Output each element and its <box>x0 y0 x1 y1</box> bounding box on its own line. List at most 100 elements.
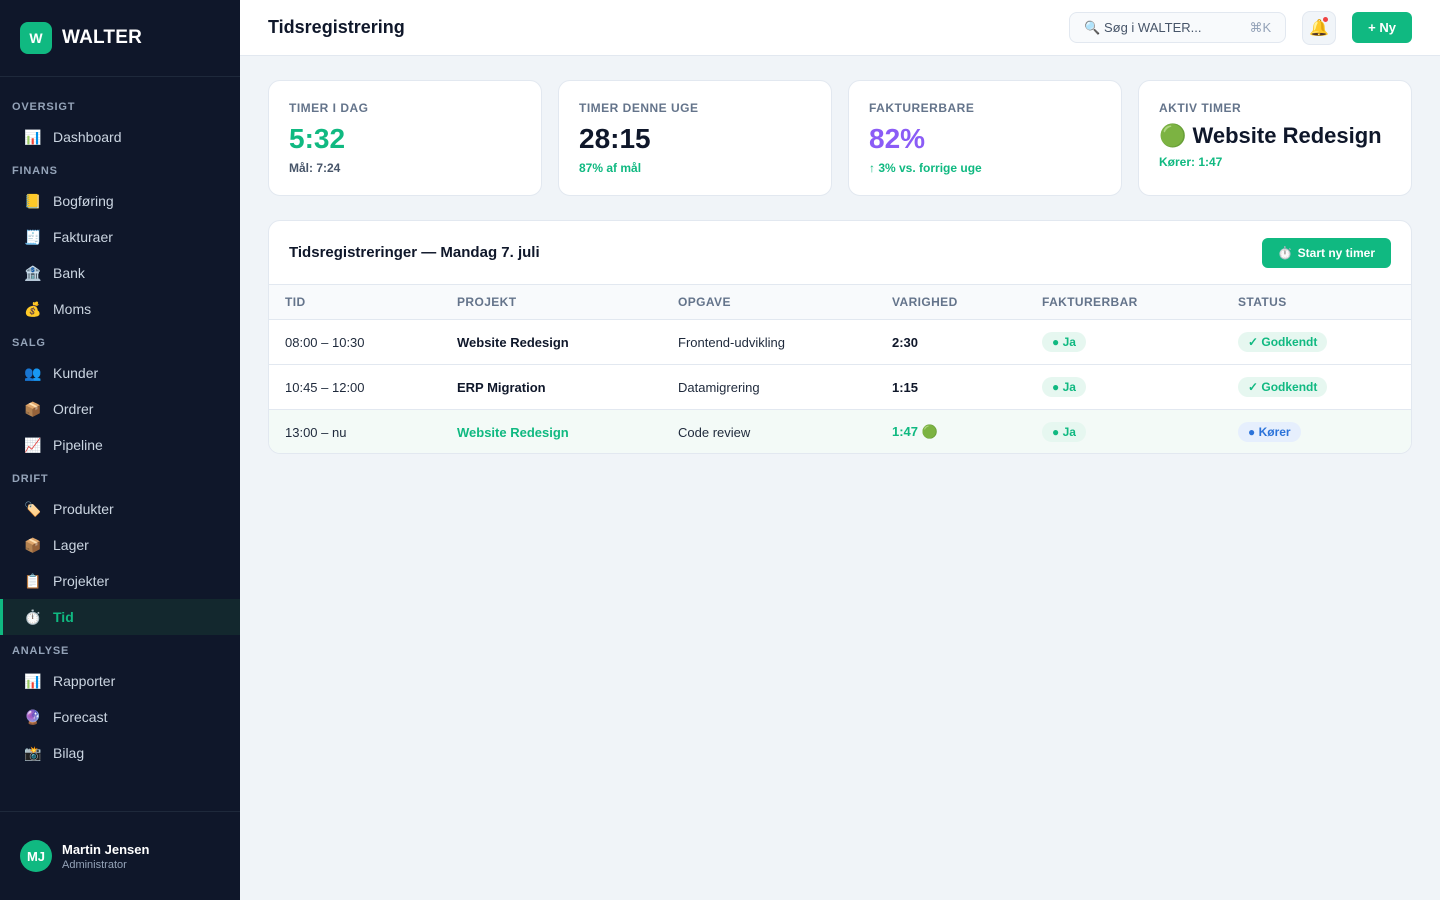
sidebar-nav: OVERSIGT 📊 Dashboard FINANS 📒 Bogføring 🧾 Faktu… <box>0 91 240 771</box>
avatar[interactable]: MJ <box>20 840 52 872</box>
column-header: VARIGHED <box>892 295 958 309</box>
panel-header: Tidsregistreringer — Mandag 7. juli ⏱️ S… <box>269 221 1411 284</box>
sidebar-item-projekter[interactable]: 📋 Projekter <box>0 563 240 599</box>
card-hours-today: TIMER I DAG 5:32 Mål: 7:24 <box>268 80 542 196</box>
fakturaer-icon: 🧾 <box>24 228 42 245</box>
cell-project[interactable]: ERP Migration <box>457 379 546 395</box>
sidebar-item-dashboard[interactable]: 📊 Dashboard <box>0 119 240 155</box>
sidebar-item-label: Moms <box>53 301 92 317</box>
pipeline-icon: 📈 <box>24 436 42 453</box>
sidebar-item-label: Forecast <box>53 709 108 725</box>
cell-project[interactable]: Website Redesign <box>457 334 569 350</box>
sidebar-item-label: Fakturaer <box>53 229 113 245</box>
sidebar-item-tid[interactable]: ⏱️ Tid <box>0 599 240 635</box>
search-input[interactable]: 🔍 Søg i WALTER... ⌘K <box>1069 12 1287 43</box>
new-button[interactable]: + Ny <box>1352 12 1412 43</box>
sidebar-item-produkter[interactable]: 🏷️ Produkter <box>0 491 240 527</box>
sidebar-item-bank[interactable]: 🏦 Bank <box>0 255 240 291</box>
brand-logo[interactable]: W <box>20 22 52 54</box>
sidebar-item-bilag[interactable]: 📸 Bilag <box>0 735 240 771</box>
sidebar-item-pipeline[interactable]: 📈 Pipeline <box>0 427 240 463</box>
cell-duration: 2:30 <box>892 334 919 350</box>
billable-badge: ● Ja <box>1042 377 1086 397</box>
projekter-icon: 📋 <box>24 572 42 589</box>
forecast-icon: 🔮 <box>24 708 42 725</box>
cell-task: Frontend-udvikling <box>678 334 785 350</box>
dashboard-icon: 📊 <box>24 128 42 145</box>
card-value: 🟢 Website Redesign <box>1159 123 1382 148</box>
cell-time: 08:00 – 10:30 <box>285 334 365 350</box>
card-active-timer: AKTIV TIMER 🟢 Website Redesign Kører: 1:47 <box>1138 80 1412 196</box>
header-actions: 🔍 Søg i WALTER... ⌘K 🔔 + Ny <box>1069 10 1412 45</box>
card-label: TIMER DENNE UGE <box>579 101 699 115</box>
time-entries-table: TID PROJEKT OPGAVE VARIGHED FAKTURERBAR STATU… <box>269 284 1411 453</box>
sidebar-item-label: Dashboard <box>53 129 122 145</box>
start-timer-button[interactable]: ⏱️ Start ny timer <box>1261 237 1391 268</box>
brand[interactable]: W WALTER <box>0 0 240 77</box>
table-body: 08:00 – 10:30 Website Redesign Frontend-ud… <box>269 320 1411 453</box>
status-badge: ✓ Godkendt <box>1238 332 1328 352</box>
sidebar-item-kunder[interactable]: 👥 Kunder <box>0 355 240 391</box>
bank-icon: 🏦 <box>24 264 42 281</box>
cell-status: ✓ Godkendt <box>1222 320 1411 365</box>
sidebar-item-fakturaer[interactable]: 🧾 Fakturaer <box>0 219 240 255</box>
produkter-icon: 🏷️ <box>24 500 42 517</box>
nav-section-title: ANALYSE <box>12 645 70 657</box>
nav-section-title: SALG <box>12 337 46 349</box>
card-label: AKTIV TIMER <box>1159 101 1242 115</box>
table-header: TID PROJEKT OPGAVE VARIGHED FAKTURERBAR STATU… <box>269 284 1411 320</box>
lager-icon: 📦 <box>24 536 42 553</box>
user-info: Martin Jensen Administrator <box>62 842 149 871</box>
sidebar-item-moms[interactable]: 💰 Moms <box>0 291 240 327</box>
notifications-button[interactable]: 🔔 <box>1302 10 1337 45</box>
sidebar-item-label: Pipeline <box>53 437 103 453</box>
notification-dot <box>1323 16 1329 22</box>
cell-project[interactable]: Website Redesign <box>457 424 569 440</box>
search-shortcut: ⌘K <box>1249 19 1272 35</box>
sidebar-item-forecast[interactable]: 🔮 Forecast <box>0 699 240 735</box>
sidebar-item-label: Produkter <box>53 501 114 517</box>
cell-duration: 1:15 <box>892 379 919 395</box>
brand-name[interactable]: WALTER <box>62 27 143 48</box>
ordrer-icon: 📦 <box>24 400 42 417</box>
table-row[interactable]: 08:00 – 10:30 Website Redesign Frontend-ud… <box>269 320 1411 365</box>
sidebar-item-label: Rapporter <box>53 673 116 689</box>
sidebar-item-label: Lager <box>53 537 89 553</box>
cell-task: Code review <box>678 424 751 440</box>
bell-icon: 🔔 <box>1309 19 1330 37</box>
tid-icon: ⏱️ <box>24 608 42 625</box>
rapporter-icon: 📊 <box>24 672 42 689</box>
sidebar-item-label: Ordrer <box>53 401 94 417</box>
header-row: TID PROJEKT OPGAVE VARIGHED FAKTURERBAR STATU… <box>269 284 1411 320</box>
moms-icon: 💰 <box>24 300 42 317</box>
sidebar-item-bogføring[interactable]: 📒 Bogføring <box>0 183 240 219</box>
kunder-icon: 👥 <box>24 364 42 381</box>
sidebar-item-label: Projekter <box>53 573 110 589</box>
user-name: Martin Jensen <box>62 841 150 857</box>
nav-section-title: OVERSIGT <box>12 101 76 113</box>
cell-duration: 1:47 🟢 <box>892 424 938 440</box>
card-label: TIMER I DAG <box>289 101 369 115</box>
sidebar-item-label: Tid <box>53 609 74 625</box>
column-header: STATUS <box>1238 295 1287 309</box>
column-header: PROJEKT <box>457 295 517 309</box>
card-value: 82% <box>869 123 926 154</box>
sidebar-item-rapporter[interactable]: 📊 Rapporter <box>0 663 240 699</box>
table-row[interactable]: 10:45 – 12:00 ERP Migration Datamigrering 1… <box>269 365 1411 410</box>
sidebar: W WALTER OVERSIGT 📊 Dashboard FINANS 📒 Bogfør… <box>0 0 240 900</box>
card-value: 5:32 <box>289 123 346 154</box>
card-value: 28:15 <box>579 123 651 154</box>
user-profile[interactable]: MJ Martin Jensen Administrator <box>0 811 240 900</box>
card-hours-week: TIMER DENNE UGE 28:15 87% af mål <box>558 80 832 196</box>
nav-section-title: DRIFT <box>12 473 49 485</box>
card-subtext: ↑ 3% vs. forrige uge <box>869 161 982 175</box>
column-header: TID <box>285 295 306 309</box>
sidebar-item-label: Bilag <box>53 745 85 761</box>
sidebar-item-ordrer[interactable]: 📦 Ordrer <box>0 391 240 427</box>
sidebar-item-lager[interactable]: 📦 Lager <box>0 527 240 563</box>
cell-billable: ● Ja <box>1026 320 1222 365</box>
card-subtext: Mål: 7:24 <box>289 161 341 175</box>
sidebar-item-label: Bogføring <box>53 193 114 209</box>
card-subtext: 87% af mål <box>579 161 642 175</box>
table-row[interactable]: 13:00 – nu Website Redesign Code review 1:4… <box>269 409 1411 453</box>
